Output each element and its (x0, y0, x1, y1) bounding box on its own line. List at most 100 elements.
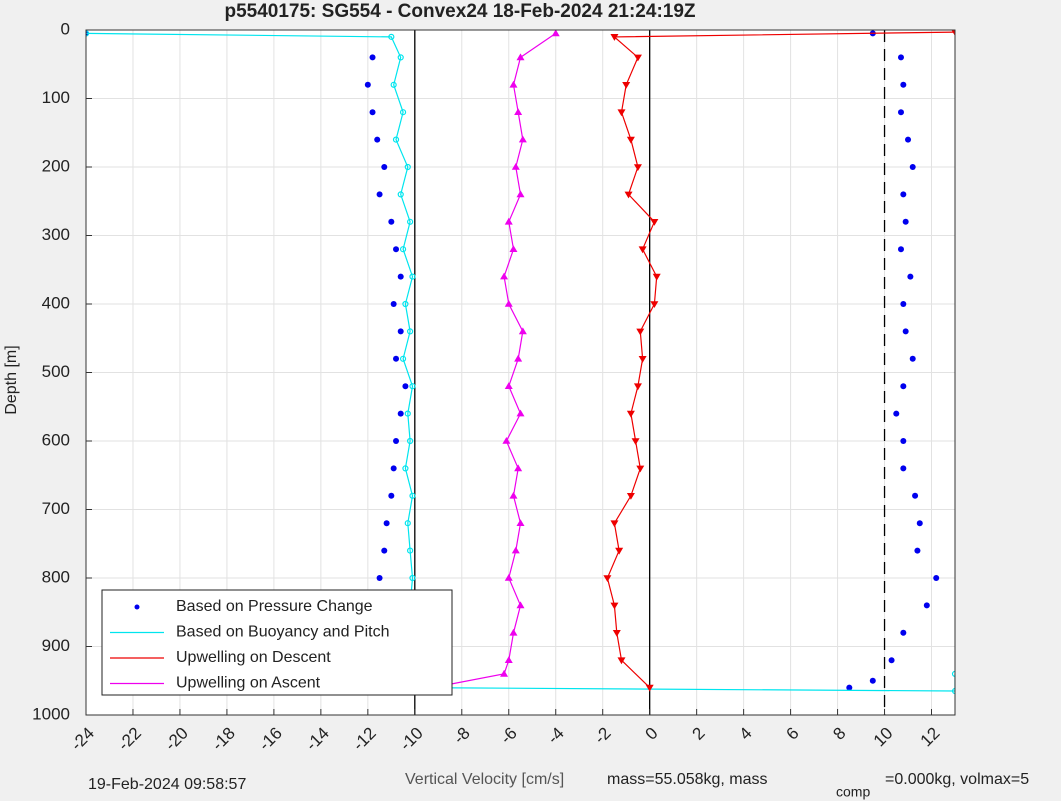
data-point (516, 53, 525, 61)
data-point (397, 328, 404, 335)
footer-rest: =0.000kg, volmax=5 (885, 771, 1029, 788)
x-tick-label: -18 (208, 724, 239, 755)
data-point (404, 520, 411, 527)
data-point (916, 520, 923, 527)
data-point (893, 410, 900, 417)
data-point (900, 301, 907, 307)
data-point (397, 273, 404, 280)
data-point (603, 575, 612, 582)
y-tick-label: 100 (42, 88, 70, 107)
x-tick-label: -10 (396, 724, 427, 755)
data-point (509, 491, 518, 499)
data-point (631, 438, 640, 445)
data-point (914, 547, 921, 554)
data-point (86, 30, 90, 37)
data-point (626, 410, 635, 418)
x-tick-label: -6 (497, 724, 521, 748)
data-point (923, 602, 930, 609)
x-tick-label: -20 (161, 724, 192, 755)
footer-sub: comp (836, 784, 870, 800)
y-tick-label: 1000 (32, 704, 70, 723)
data-point (374, 136, 381, 143)
data-point (504, 300, 513, 307)
y-tick-label: 200 (42, 156, 70, 175)
series-line (414, 32, 557, 692)
y-tick-label: 500 (42, 362, 70, 381)
data-point (518, 327, 527, 335)
data-point (900, 438, 907, 444)
data-point (399, 246, 407, 253)
data-point (516, 519, 525, 526)
data-point (511, 163, 520, 170)
data-point (397, 54, 404, 61)
data-point (392, 136, 400, 143)
data-point (407, 328, 414, 335)
y-tick-label: 900 (42, 636, 70, 655)
data-point (504, 656, 513, 663)
data-point (633, 383, 642, 391)
x-tick-label: -12 (349, 724, 380, 755)
x-tick-label: -2 (591, 724, 615, 748)
data-point (390, 81, 397, 88)
x-tick-label: 0 (642, 724, 662, 744)
data-point (652, 273, 661, 281)
data-point (369, 54, 376, 61)
x-tick-label: 6 (782, 724, 802, 744)
data-point (388, 33, 395, 40)
data-point (407, 437, 414, 445)
x-tick-label: -24 (67, 724, 98, 755)
data-point (633, 54, 642, 62)
data-point (388, 218, 395, 225)
data-point (516, 409, 525, 417)
legend-box (101, 589, 453, 696)
data-point (390, 465, 397, 472)
legend-swatch (134, 604, 140, 610)
data-point (909, 164, 916, 170)
data-point (626, 493, 635, 500)
data-point (402, 383, 409, 390)
data-point (951, 670, 955, 677)
legend-label: Based on Buoyancy and Pitch (176, 624, 389, 641)
data-point (897, 246, 904, 253)
data-point (407, 218, 414, 225)
data-point (409, 273, 416, 280)
data-point (504, 217, 513, 225)
data-point (409, 383, 416, 390)
data-point (511, 546, 520, 554)
data-point (951, 687, 955, 695)
data-point (900, 191, 907, 198)
data-point (902, 328, 909, 335)
y-tick-label: 400 (42, 293, 70, 312)
x-tick-label: -8 (450, 724, 474, 748)
legend: Based on Pressure Change Based on Buoyanc… (101, 589, 453, 696)
data-point (381, 164, 388, 170)
data-point (900, 465, 907, 472)
series-line (606, 31, 955, 689)
data-point (516, 190, 525, 198)
data-point (636, 465, 645, 473)
data-point (638, 246, 647, 254)
data-point (610, 602, 619, 610)
legend-label: Upwelling on Ascent (176, 675, 321, 692)
data-point (905, 136, 912, 143)
x-tick-label: 4 (735, 724, 755, 744)
x-tick-label: -14 (302, 724, 333, 755)
data-point (650, 301, 659, 308)
data-point (393, 355, 400, 362)
data-point (615, 547, 624, 555)
data-point (509, 628, 518, 636)
data-point (888, 657, 895, 664)
data-point (393, 438, 400, 444)
footer-date: 19-Feb-2024 09:58:57 (88, 776, 246, 793)
y-tick-label: 700 (42, 499, 70, 518)
legend-label: Upwelling on Descent (176, 649, 331, 666)
data-point (509, 245, 518, 252)
data-point (388, 492, 395, 499)
data-point (846, 684, 853, 691)
data-point (551, 30, 560, 37)
data-point (390, 301, 397, 307)
data-point (638, 356, 647, 363)
data-point (369, 109, 376, 116)
data-point (397, 191, 404, 198)
